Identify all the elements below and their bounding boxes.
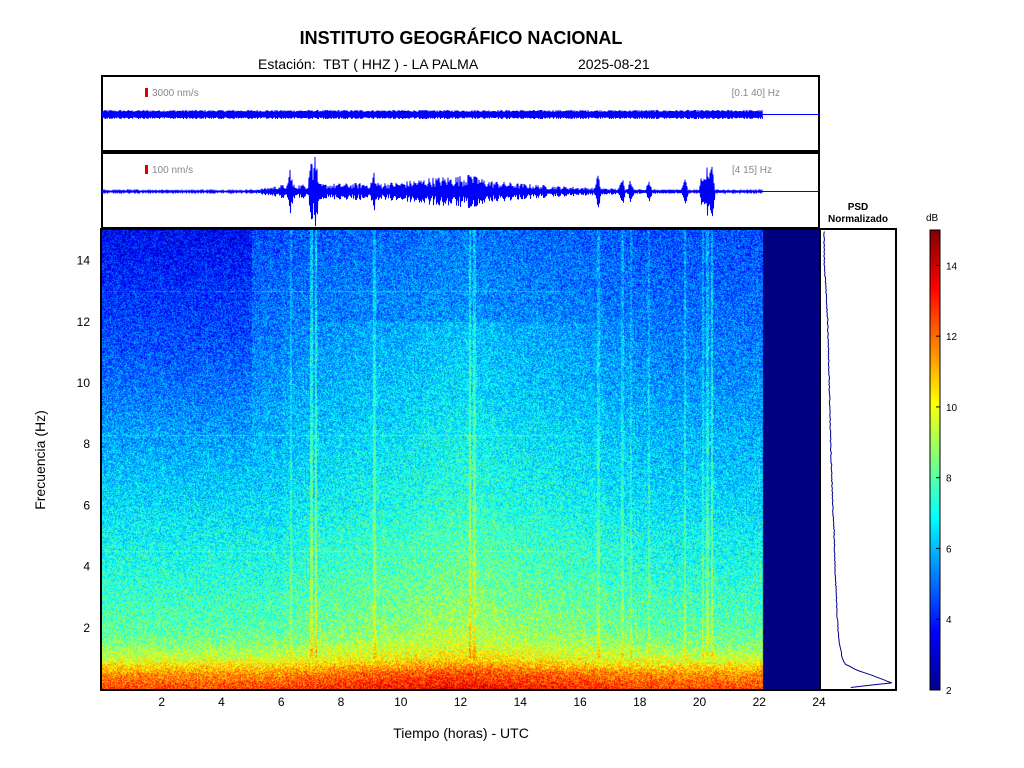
- colorbar-tick-label: 14: [946, 261, 958, 272]
- psd-frame: [819, 228, 897, 691]
- scale-marker-filtered: [145, 165, 148, 174]
- station-label: Estación: TBT ( HHZ ) - LA PALMA: [258, 56, 479, 72]
- y-tick-label: 4: [83, 560, 90, 574]
- x-tick-label: 2: [158, 695, 165, 709]
- x-tick-label: 22: [753, 695, 767, 709]
- colorbar-ticks: 2 4 6 8 10 12 14: [936, 261, 958, 697]
- x-axis-label: Tiempo (horas) - UTC: [393, 725, 529, 741]
- filter-label-broadband: [0.1 40] Hz: [732, 88, 780, 99]
- x-tick-label: 18: [633, 695, 647, 709]
- x-tick-label: 24: [812, 695, 826, 709]
- y-tick-label: 8: [83, 437, 90, 451]
- colorbar-tick-label: 12: [946, 332, 958, 343]
- seismogram-broadband-trace: [101, 109, 763, 120]
- x-tick-label: 16: [573, 695, 587, 709]
- x-tick-label: 14: [514, 695, 528, 709]
- y-tick-label: 12: [77, 315, 91, 329]
- colorbar-tick-label: 10: [946, 403, 958, 414]
- psd-curve: [823, 231, 892, 688]
- colorbar-tick-label: 4: [946, 615, 952, 626]
- y-tick-label: 2: [83, 621, 90, 635]
- x-tick-label: 4: [218, 695, 225, 709]
- filter-label-filtered: [4 15] Hz: [732, 165, 772, 176]
- colorbar: 2 4 6 8 10 12 14: [929, 229, 958, 697]
- scale-label-broadband: 3000 nm/s: [152, 88, 199, 99]
- scale-label-filtered: 100 nm/s: [152, 165, 193, 176]
- y-tick-label: 14: [77, 254, 91, 268]
- psd-panel: [819, 228, 897, 691]
- y-tick-label: 6: [83, 498, 90, 512]
- seismogram-broadband-panel: 3000 nm/s [0.1 40] Hz: [101, 75, 820, 152]
- date-label: 2025-08-21: [578, 56, 650, 72]
- colorbar-unit-label: dB: [926, 213, 939, 224]
- seismogram-filtered-trace: [101, 156, 763, 227]
- spectrogram-image: [102, 230, 819, 689]
- chart-title: INSTITUTO GEOGRÁFICO NACIONAL: [299, 28, 623, 48]
- x-tick-label: 8: [338, 695, 345, 709]
- colorbar-tick-label: 8: [946, 474, 952, 485]
- y-tick-label: 10: [77, 376, 91, 390]
- colorbar-gradient: [929, 229, 941, 691]
- x-tick-label: 12: [454, 695, 468, 709]
- x-tick-label: 10: [394, 695, 408, 709]
- x-tick-label: 6: [278, 695, 285, 709]
- seismogram-filtered-panel: 100 nm/s [4 15] Hz: [101, 152, 820, 229]
- x-tick-label: 20: [693, 695, 707, 709]
- scale-marker-broadband: [145, 88, 148, 97]
- psd-title: PSD Normalizado: [827, 202, 888, 225]
- colorbar-tick-label: 6: [946, 544, 952, 555]
- y-axis-label: Frecuencia (Hz): [32, 410, 48, 510]
- colorbar-tick-label: 2: [946, 686, 952, 697]
